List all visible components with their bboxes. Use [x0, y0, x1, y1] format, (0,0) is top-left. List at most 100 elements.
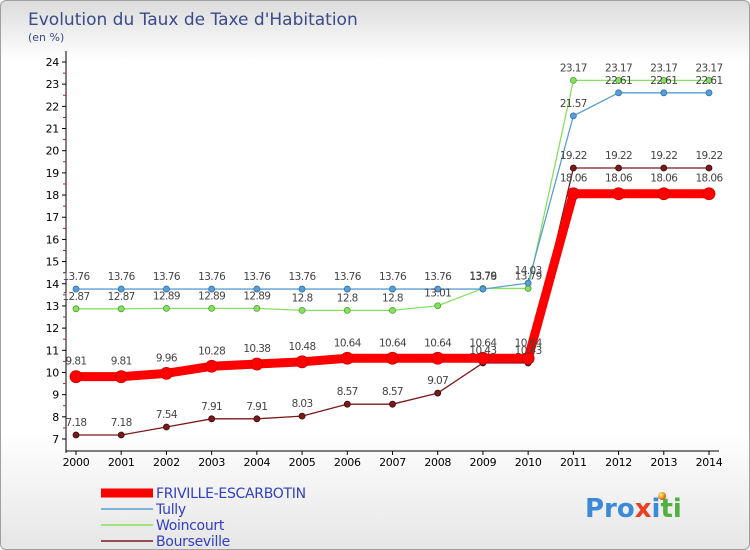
data-point: [569, 164, 577, 172]
data-label: 9.96: [156, 352, 178, 364]
data-label: 13.76: [379, 271, 407, 283]
data-label: 12.89: [198, 290, 225, 302]
data-label: 14.03: [515, 265, 542, 277]
data-point: [205, 359, 219, 373]
data-label: 10.64: [334, 337, 362, 349]
x-tick-label: 2004: [243, 456, 270, 469]
legend: FRIVILLE-ESCARBOTINTullyWoincourtBoursev…: [101, 486, 306, 549]
data-point: [569, 77, 577, 84]
data-point: [117, 305, 125, 313]
data-label: 9.81: [111, 356, 132, 368]
x-tick-label: 2011: [560, 456, 587, 469]
data-label: 7.54: [156, 409, 178, 421]
data-label: 12.8: [337, 292, 358, 304]
y-tick-label: 17: [46, 211, 60, 224]
data-label: 13.76: [198, 271, 226, 283]
y-tick-label: 14: [46, 278, 60, 291]
data-point: [208, 415, 216, 423]
data-label: 10.43: [469, 345, 496, 357]
x-tick-label: 2002: [153, 456, 180, 469]
data-point: [253, 304, 261, 312]
data-label: 7.91: [246, 401, 267, 413]
logo-letter-i: i: [652, 494, 661, 524]
x-tick-label: 2007: [379, 456, 406, 469]
data-point: [340, 351, 354, 365]
data-point: [702, 187, 716, 201]
data-label: 13.79: [469, 270, 496, 282]
data-label: 18.06: [695, 173, 723, 185]
data-label: 13.76: [424, 271, 452, 283]
chart-subtitle: (en %): [28, 31, 64, 44]
data-point: [298, 285, 306, 293]
data-label: 19.22: [650, 150, 677, 162]
data-point: [160, 366, 173, 380]
data-label: 13.76: [108, 271, 136, 283]
chart-title: Evolution du Taux de Taxe d'Habitation: [28, 10, 358, 30]
y-tick-label: 23: [46, 78, 60, 91]
data-point: [615, 89, 622, 97]
data-label: 10.43: [515, 345, 542, 357]
data-label: 23.17: [560, 62, 587, 74]
x-tick-label: 2010: [515, 456, 542, 469]
series-friville-escarbotin: [69, 187, 716, 384]
legend-label: Bourseville: [156, 534, 230, 549]
data-label: 13.79: [515, 270, 542, 282]
data-point: [163, 304, 170, 312]
data-label: 10.64: [515, 337, 543, 349]
x-tick-label: 2005: [289, 456, 316, 469]
logo-letter-x: x: [635, 494, 652, 524]
x-tick-label: 2006: [334, 456, 361, 469]
data-label: 12.8: [382, 292, 403, 304]
data-point: [479, 285, 487, 293]
data-point: [431, 351, 445, 365]
y-tick-label: 9: [52, 389, 59, 402]
data-point: [705, 77, 713, 84]
data-point: [208, 304, 216, 312]
data-label: 8.57: [382, 386, 403, 398]
data-label: 13.76: [334, 271, 362, 283]
legend-label: Woincourt: [156, 518, 225, 534]
data-label: 12.87: [62, 291, 89, 303]
data-point: [72, 285, 80, 293]
x-tick-label: 2013: [650, 456, 677, 469]
y-tick-label: 19: [46, 167, 60, 180]
logo-letters-ti: ti: [660, 494, 681, 524]
data-point: [705, 164, 713, 172]
x-tick-label: 2000: [63, 456, 90, 469]
y-tick-label: 7: [52, 433, 59, 446]
data-point: [566, 187, 580, 201]
x-tick-label: 2003: [198, 456, 225, 469]
data-point: [343, 285, 351, 293]
series-layer: [69, 77, 716, 439]
data-label: 21.57: [560, 98, 587, 110]
y-tick-label: 22: [46, 100, 59, 113]
data-point: [298, 306, 306, 314]
y-tick-label: 24: [46, 56, 60, 69]
data-point: [253, 415, 261, 423]
data-label: 10.64: [424, 337, 452, 349]
data-label: 12.8: [292, 292, 313, 304]
data-label: 10.48: [289, 341, 316, 353]
y-tick-label: 20: [46, 145, 60, 158]
data-point: [117, 431, 125, 439]
data-label: 18.06: [560, 173, 588, 185]
series-tully: [72, 89, 713, 293]
data-label: 22.61: [605, 75, 632, 87]
data-point: [389, 285, 396, 293]
y-tick-label: 15: [46, 256, 60, 269]
y-tick-label: 10: [46, 366, 60, 379]
proxiti-logo: Proxiti: [585, 492, 682, 524]
data-point: [114, 370, 128, 384]
data-label: 8.03: [292, 398, 313, 410]
y-tick-label: 11: [46, 344, 59, 357]
data-label: 23.17: [605, 62, 632, 74]
data-label: 10.28: [198, 345, 225, 357]
y-tick-label: 21: [46, 123, 59, 136]
x-tick-label: 2001: [108, 456, 135, 469]
data-point: [434, 285, 442, 293]
data-label: 13.76: [289, 271, 317, 283]
data-label: 8.57: [337, 386, 358, 398]
data-label: 22.61: [695, 75, 722, 87]
